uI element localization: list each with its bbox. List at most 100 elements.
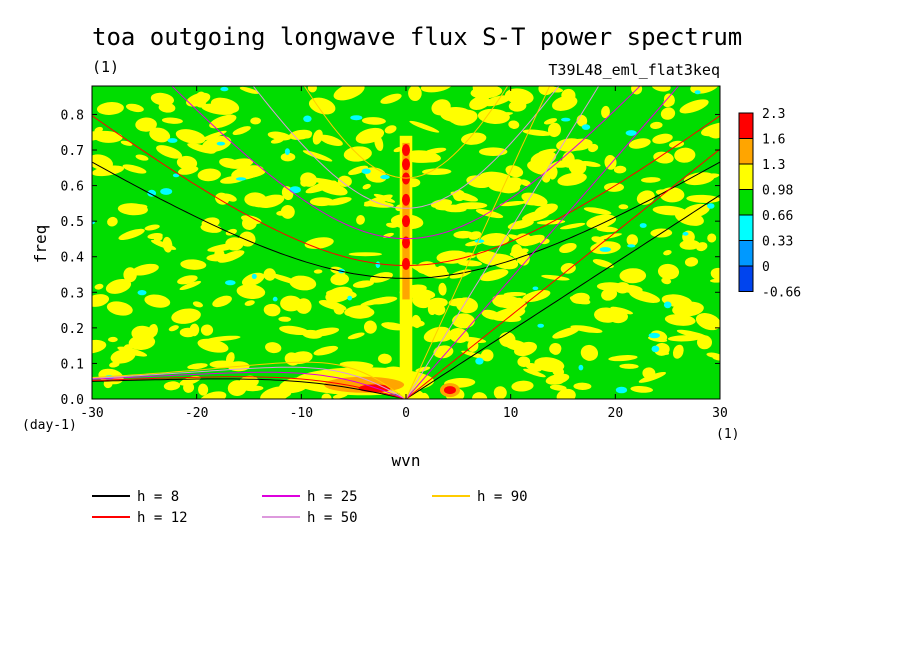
level-patch [492, 295, 514, 308]
level-patch [179, 280, 202, 291]
dispersion-curve [303, 86, 509, 179]
level-patch [534, 357, 565, 373]
level-patch [347, 332, 365, 340]
level-patch [278, 316, 291, 322]
x-tick-label: 10 [503, 406, 519, 421]
level-patch [618, 314, 627, 320]
level-patch [284, 148, 290, 156]
level-patch [337, 175, 352, 187]
level-patch [144, 224, 160, 231]
level-patch [508, 120, 520, 129]
level-patch [553, 376, 565, 385]
level-patch [103, 379, 113, 389]
level-patch [650, 121, 663, 129]
level-patch [655, 189, 684, 199]
level-patch [707, 203, 715, 209]
x-tick-label: -10 [290, 406, 313, 421]
level-patch [207, 243, 240, 252]
level-patch [363, 320, 377, 334]
level-patch [457, 260, 483, 267]
level-patch [476, 250, 503, 266]
level-patch [537, 323, 544, 328]
level-patch [625, 130, 637, 136]
level-patch [257, 194, 285, 209]
chart-title: toa outgoing longwave flux S-T power spe… [92, 23, 742, 51]
level-patch [263, 268, 276, 281]
level-patch [171, 308, 201, 324]
level-patch [303, 115, 312, 123]
legend-label: h = 12 [137, 510, 188, 526]
level-patch [263, 303, 281, 317]
level-patch [629, 290, 661, 303]
level-patch [422, 168, 452, 176]
level-patch [511, 297, 526, 313]
colorbar-swatch [738, 138, 754, 165]
level-patch [511, 380, 534, 392]
level-patch [438, 282, 447, 296]
level-patch [381, 322, 406, 331]
level-patch [279, 325, 309, 336]
level-patch [570, 292, 590, 304]
level-patch [596, 226, 619, 233]
level-patch [628, 138, 651, 149]
level-patch [235, 177, 247, 181]
level-patch [499, 201, 526, 207]
colorbar-swatch [738, 265, 754, 292]
level-patch [435, 204, 463, 211]
level-patch [619, 363, 639, 369]
level-patch [156, 145, 183, 159]
level-patch [333, 304, 345, 315]
level-patch [135, 154, 149, 161]
level-patch [694, 90, 701, 95]
level-patch [549, 384, 567, 391]
level-patch [571, 171, 584, 177]
level-patch [474, 239, 485, 243]
level-patch [406, 154, 440, 163]
colorbar-swatch [738, 189, 754, 216]
level-patch [559, 243, 577, 253]
level-patch [551, 160, 575, 168]
dispersion-curve [92, 378, 407, 399]
level-patch [183, 382, 195, 393]
level-patch [158, 102, 176, 113]
level-patch [517, 356, 531, 368]
level-patch [212, 295, 232, 308]
level-patch [523, 368, 546, 378]
level-patch [225, 228, 237, 236]
dispersion-curves [92, 86, 720, 399]
level-patch [375, 261, 381, 269]
level-patch [503, 291, 527, 297]
legend: h = 8 h = 12 h = 25 h = 50 h = 90 [92, 489, 528, 526]
level-patch [137, 290, 147, 296]
level-patch [347, 306, 375, 319]
level-patch [453, 230, 474, 239]
dispersion-curve [92, 361, 407, 399]
level-patch [239, 231, 256, 247]
level-patch [706, 128, 720, 139]
colorbar-label: -0.66 [762, 286, 801, 301]
level-patch [561, 117, 571, 122]
colorbar: 2.3 1.6 1.3 0.98 0.66 0.33 0 -0.66 [738, 107, 801, 301]
run-label: T39L48_eml_flat3keq [548, 61, 720, 79]
level-patch [267, 131, 292, 141]
y-tick-label: 0.6 [61, 180, 84, 195]
level-patch [402, 193, 410, 206]
level-patch [565, 138, 593, 151]
dispersion-curve [92, 366, 407, 399]
level-patch [241, 272, 265, 287]
level-patch [608, 355, 638, 362]
level-patch [227, 380, 247, 397]
y-tick-label: 0.8 [61, 108, 84, 123]
level-patch [657, 263, 680, 280]
level-patch [663, 93, 675, 107]
level-patch [220, 86, 229, 92]
level-patch [543, 118, 558, 125]
level-patch [236, 284, 266, 299]
level-patch [150, 92, 174, 106]
level-patch [348, 165, 369, 175]
dispersion-curve [252, 86, 560, 209]
level-patch [514, 341, 537, 357]
x-tick-label: -30 [80, 406, 103, 421]
level-patch [522, 290, 551, 302]
level-patch [187, 363, 208, 370]
